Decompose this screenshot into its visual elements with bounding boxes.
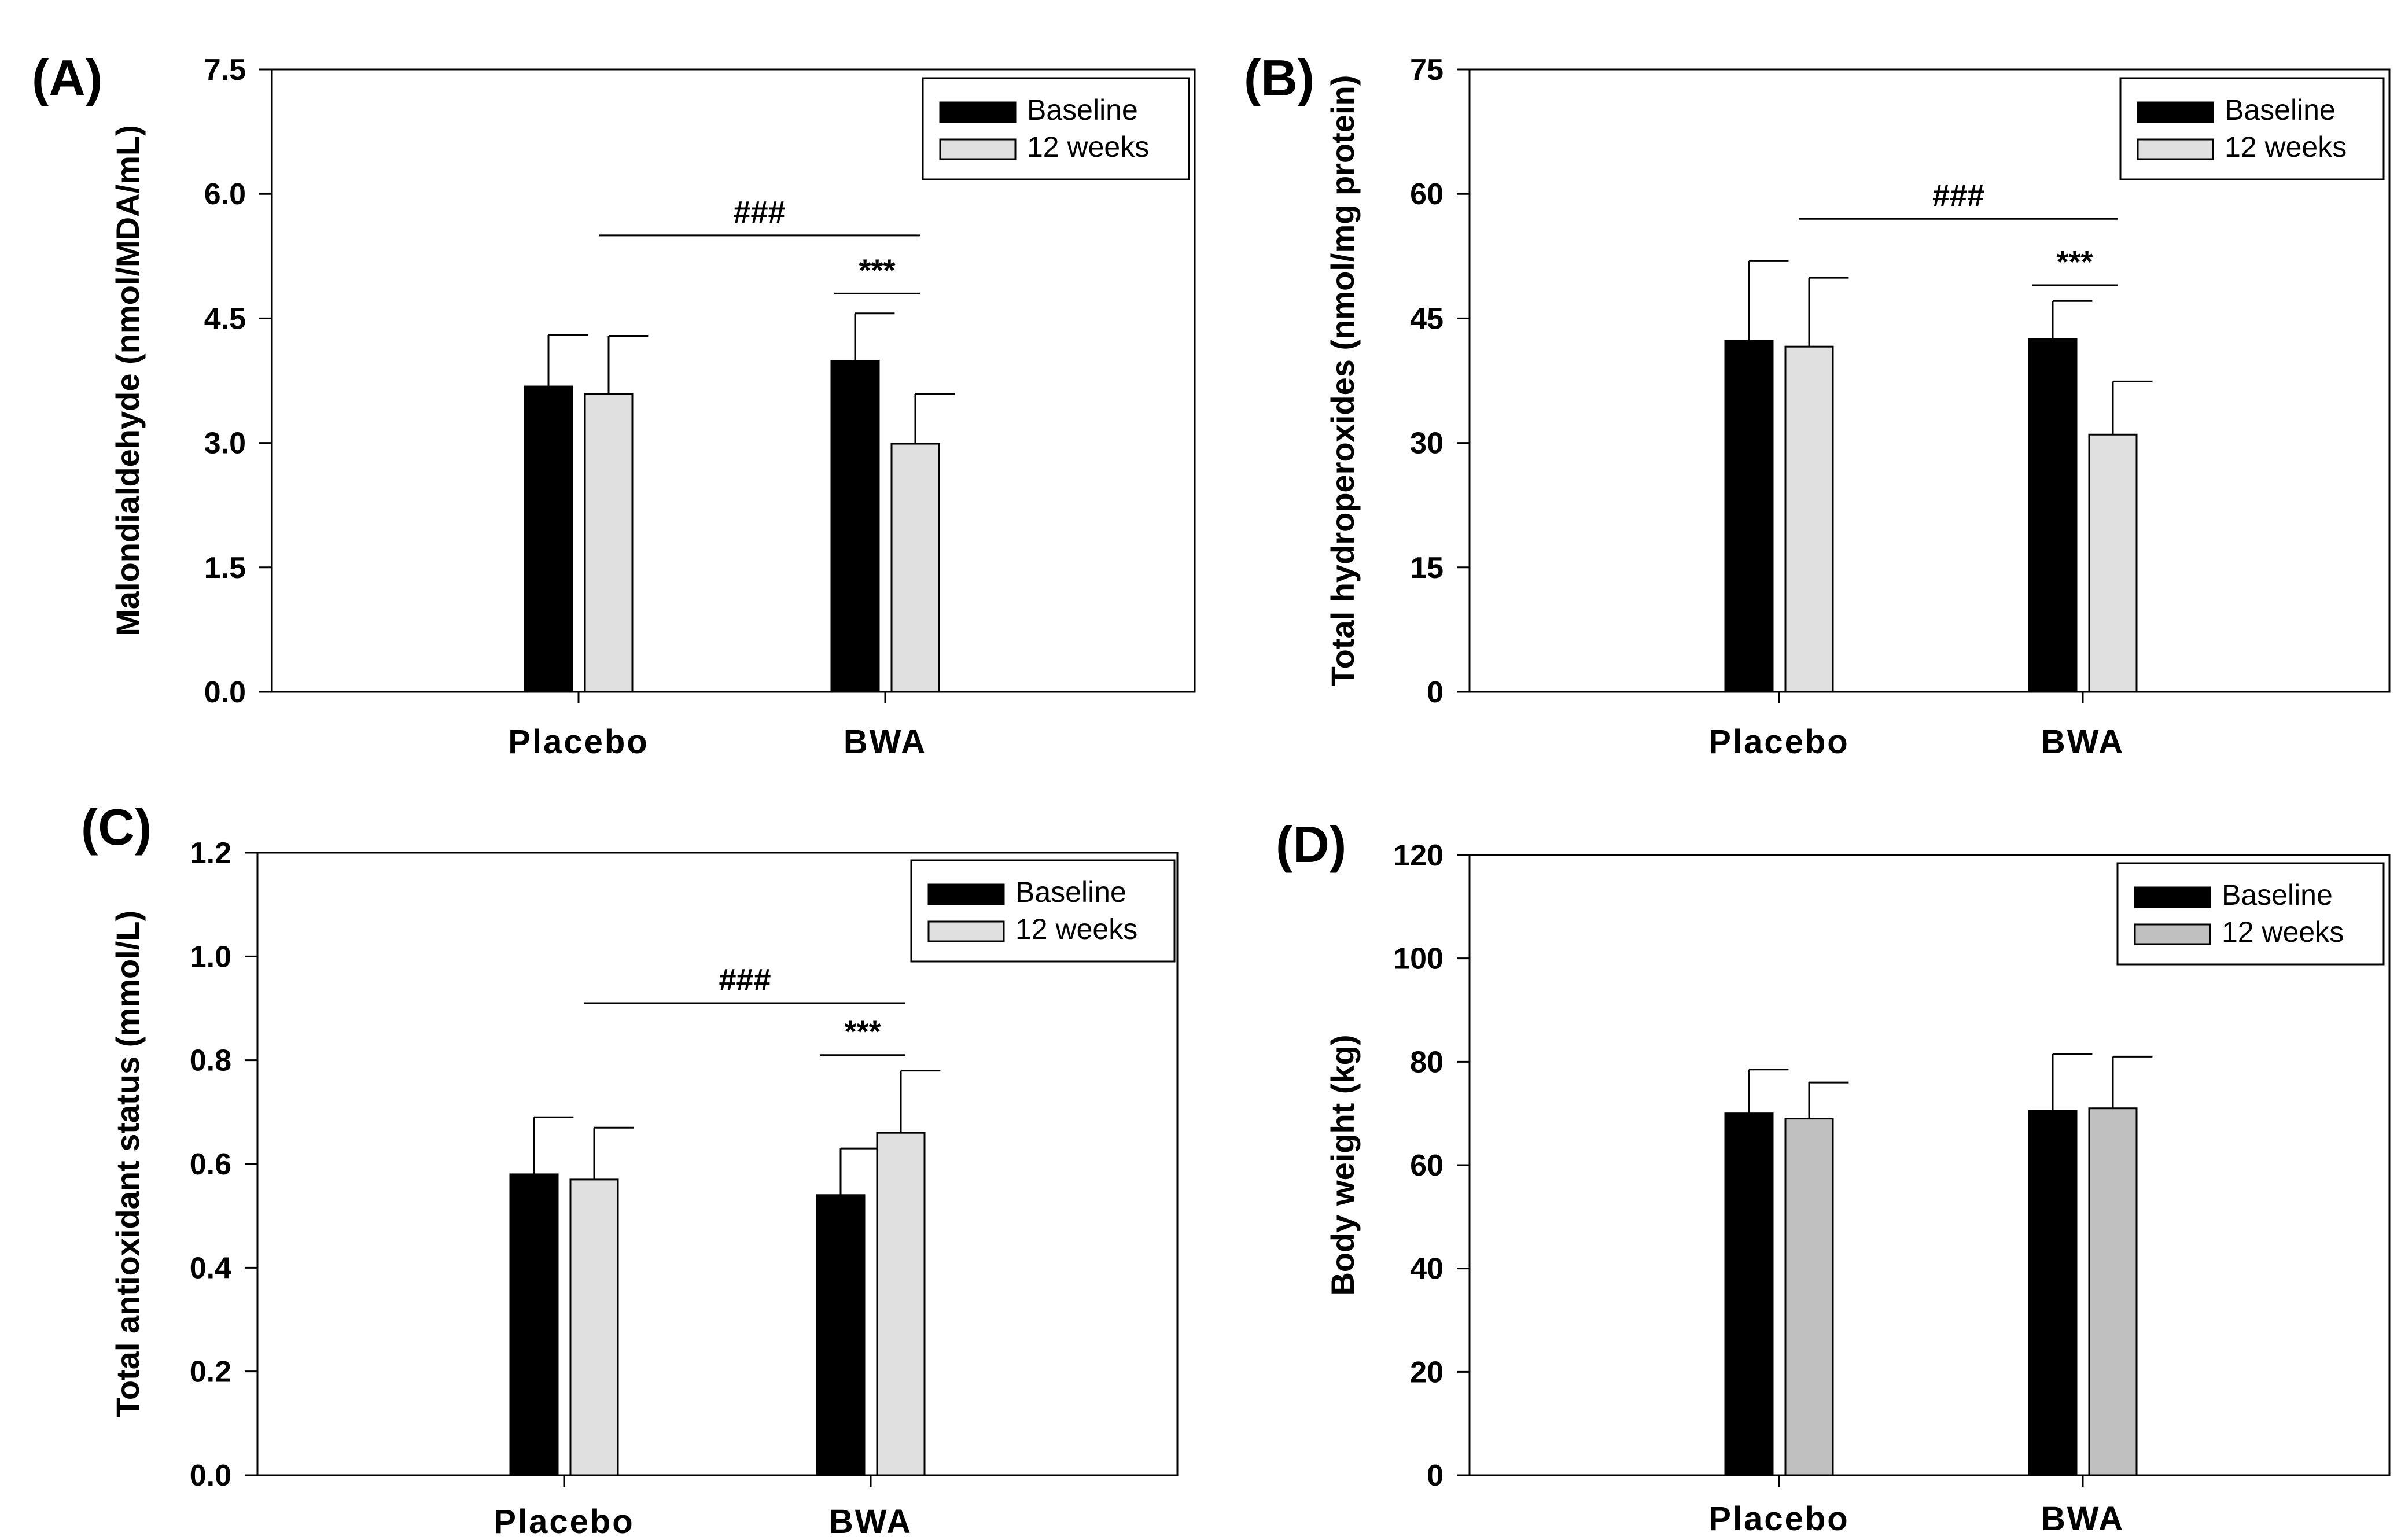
significance-marker: *** [2056, 245, 2093, 279]
x-category-label: BWA [844, 723, 927, 761]
y-axis-label: Total hydroperoxides (nmol/mg protein) [1324, 75, 1361, 687]
legend-label: 12 weeks [2222, 916, 2344, 948]
y-tick-label: 100 [1393, 942, 1443, 976]
y-axis-label: Total antioxidant status (mmol/L) [109, 911, 146, 1417]
bar-baseline-bwa [2028, 1110, 2078, 1476]
bar-12-weeks-bwa [2088, 1107, 2138, 1476]
legend-swatch [2137, 138, 2214, 160]
legend-swatch [2137, 101, 2214, 123]
y-tick-label: 0 [1427, 676, 1443, 709]
y-tick-label: 1.0 [190, 940, 231, 974]
y-tick-label: 0.0 [204, 676, 246, 709]
x-category-label: Placebo [508, 723, 649, 761]
bar-12-weeks-bwa [2088, 433, 2138, 693]
bar-12-weeks-placebo [569, 1178, 619, 1476]
legend-label: 12 weeks [1027, 131, 1149, 163]
legend-box [2116, 862, 2385, 966]
legend-box [922, 77, 1190, 180]
y-tick-label: 60 [1410, 178, 1443, 211]
legend-label: Baseline [1015, 876, 1126, 908]
y-tick-label: 0.8 [190, 1044, 231, 1078]
panel-a: (A) 0.0 1.5 3.0 4.5 6.0 7.5 Malondialdehyde (nm… [32, 49, 1196, 761]
legend-label: Baseline [1027, 94, 1138, 126]
panel-label: (C) [81, 798, 152, 856]
panel-c: (C) 0.0 0.2 0.4 0.6 0.8 1.0 1.2 Total antioxidan… [81, 798, 1179, 1540]
y-tick-label: 120 [1393, 839, 1443, 872]
y-tick-label: 3.0 [204, 427, 246, 460]
legend-box [910, 859, 1176, 963]
bar-baseline-placebo [524, 385, 573, 693]
y-tick-label: 4.5 [204, 302, 246, 336]
x-category-label: BWA [829, 1503, 912, 1540]
legend-swatch [2134, 886, 2211, 908]
bar-12-weeks-placebo [1784, 345, 1834, 693]
panel-label: (A) [32, 49, 102, 106]
x-category-label: Placebo [1708, 1500, 1849, 1538]
y-tick-label: 60 [1410, 1149, 1443, 1182]
legend-label: Baseline [2222, 879, 2333, 911]
panel-label: (B) [1244, 49, 1314, 106]
legend-label: Baseline [2225, 94, 2336, 126]
legend-swatch [927, 883, 1005, 905]
y-tick-label: 7.5 [204, 53, 246, 87]
bar-12-weeks-bwa [890, 443, 940, 693]
y-tick-label: 1.5 [204, 551, 246, 585]
y-axis-label: Malondialdehyde (nmol/MDA/mL) [109, 125, 146, 636]
y-tick-label: 6.0 [204, 178, 246, 211]
bar-baseline-bwa [816, 1194, 866, 1476]
legend-swatch [2134, 923, 2211, 945]
bar-12-weeks-placebo [584, 393, 634, 693]
bar-12-weeks-bwa [876, 1132, 926, 1476]
y-tick-label: 40 [1410, 1252, 1443, 1286]
bar-baseline-bwa [2028, 338, 2078, 693]
legend-swatch [927, 920, 1005, 942]
y-tick-label: 0.4 [190, 1251, 231, 1285]
y-tick-label: 30 [1410, 427, 1443, 460]
bar-baseline-placebo [509, 1173, 559, 1476]
y-tick-label: 45 [1410, 302, 1443, 336]
y-tick-label: 15 [1410, 551, 1443, 585]
legend-box [2119, 77, 2385, 180]
legend-label: 12 weeks [1015, 913, 1137, 945]
panel-d: (D) 0 20 40 60 80 100 120 Body weight (kg) Placeb… [1276, 816, 2391, 1538]
x-category-label: BWA [2041, 1500, 2124, 1538]
significance-marker: ### [733, 195, 785, 230]
plot-frame [1468, 68, 2391, 693]
legend-label: 12 weeks [2225, 131, 2347, 163]
y-tick-label: 0.0 [190, 1459, 231, 1493]
x-category-label: BWA [2041, 723, 2124, 761]
significance-marker: *** [844, 1015, 881, 1049]
legend-swatch [939, 101, 1017, 123]
y-axis-label: Body weight (kg) [1324, 1034, 1361, 1295]
bar-baseline-placebo [1724, 340, 1774, 693]
significance-marker: ### [719, 963, 771, 997]
y-tick-label: 0.2 [190, 1355, 231, 1389]
y-tick-label: 80 [1410, 1045, 1443, 1079]
y-tick-label: 1.2 [190, 837, 231, 870]
y-tick-label: 75 [1410, 53, 1443, 87]
panel-b: (B) 0 15 30 45 60 75 Total hydroperoxides (nmol… [1244, 49, 2391, 761]
x-category-label: Placebo [1708, 723, 1849, 761]
y-tick-label: 0 [1427, 1459, 1443, 1493]
legend-swatch [939, 138, 1017, 160]
bar-baseline-placebo [1724, 1112, 1774, 1476]
panel-label: (D) [1276, 816, 1346, 873]
plot-frame [271, 68, 1196, 693]
significance-marker: ### [1932, 178, 1984, 213]
bar-baseline-bwa [830, 360, 880, 693]
significance-marker: *** [859, 253, 895, 288]
y-tick-label: 20 [1410, 1355, 1443, 1389]
x-category-label: Placebo [494, 1503, 634, 1540]
y-tick-label: 0.6 [190, 1148, 231, 1181]
bar-12-weeks-placebo [1784, 1118, 1834, 1476]
